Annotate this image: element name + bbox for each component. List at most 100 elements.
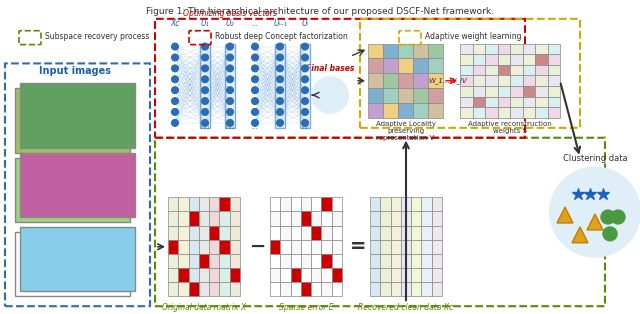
FancyBboxPatch shape (280, 268, 291, 282)
FancyBboxPatch shape (199, 282, 209, 296)
FancyBboxPatch shape (301, 282, 311, 296)
Text: Final bases: Final bases (306, 64, 354, 73)
Polygon shape (557, 207, 573, 223)
FancyBboxPatch shape (421, 240, 432, 254)
FancyBboxPatch shape (270, 211, 280, 225)
FancyBboxPatch shape (332, 211, 342, 225)
FancyBboxPatch shape (460, 107, 472, 118)
FancyBboxPatch shape (189, 211, 199, 225)
FancyBboxPatch shape (370, 197, 380, 211)
FancyBboxPatch shape (301, 254, 311, 268)
FancyBboxPatch shape (15, 88, 130, 153)
FancyBboxPatch shape (535, 107, 547, 118)
FancyBboxPatch shape (401, 240, 411, 254)
FancyBboxPatch shape (199, 268, 209, 282)
FancyBboxPatch shape (15, 232, 130, 296)
FancyBboxPatch shape (398, 88, 413, 103)
FancyBboxPatch shape (280, 282, 291, 296)
FancyBboxPatch shape (535, 44, 547, 54)
Circle shape (252, 65, 259, 72)
FancyBboxPatch shape (390, 211, 401, 225)
FancyBboxPatch shape (179, 225, 189, 240)
FancyBboxPatch shape (485, 86, 497, 97)
Circle shape (172, 87, 179, 94)
FancyBboxPatch shape (485, 75, 497, 86)
Circle shape (276, 109, 284, 116)
Circle shape (172, 98, 179, 105)
FancyBboxPatch shape (370, 268, 380, 282)
FancyBboxPatch shape (428, 44, 443, 58)
FancyBboxPatch shape (510, 107, 522, 118)
FancyBboxPatch shape (497, 44, 510, 54)
FancyBboxPatch shape (510, 54, 522, 65)
Circle shape (227, 119, 234, 126)
Circle shape (202, 98, 209, 105)
Circle shape (252, 87, 259, 94)
FancyBboxPatch shape (510, 75, 522, 86)
FancyBboxPatch shape (547, 97, 560, 107)
Text: −: − (250, 237, 266, 256)
FancyBboxPatch shape (291, 211, 301, 225)
FancyBboxPatch shape (472, 44, 485, 54)
FancyBboxPatch shape (311, 211, 321, 225)
Circle shape (276, 76, 284, 83)
FancyBboxPatch shape (370, 240, 380, 254)
Circle shape (202, 54, 209, 61)
Circle shape (252, 98, 259, 105)
Circle shape (202, 76, 209, 83)
FancyBboxPatch shape (421, 225, 432, 240)
FancyBboxPatch shape (179, 211, 189, 225)
FancyBboxPatch shape (20, 153, 135, 217)
Circle shape (227, 76, 234, 83)
FancyBboxPatch shape (411, 211, 421, 225)
FancyBboxPatch shape (189, 240, 199, 254)
FancyBboxPatch shape (311, 268, 321, 282)
Text: Wₗ: Wₗ (301, 122, 309, 131)
Text: Optimizing basis vectors: Optimizing basis vectors (183, 9, 277, 18)
FancyBboxPatch shape (460, 97, 472, 107)
FancyBboxPatch shape (220, 240, 230, 254)
FancyBboxPatch shape (380, 254, 390, 268)
FancyBboxPatch shape (200, 44, 210, 128)
FancyBboxPatch shape (421, 197, 432, 211)
FancyBboxPatch shape (432, 211, 442, 225)
FancyBboxPatch shape (413, 44, 428, 58)
FancyBboxPatch shape (280, 197, 291, 211)
FancyBboxPatch shape (209, 197, 220, 211)
Text: Original data matrix X: Original data matrix X (162, 303, 246, 312)
FancyBboxPatch shape (291, 240, 301, 254)
FancyBboxPatch shape (522, 86, 535, 97)
FancyBboxPatch shape (510, 97, 522, 107)
FancyBboxPatch shape (311, 254, 321, 268)
FancyBboxPatch shape (179, 240, 189, 254)
Text: Xc: Xc (170, 19, 180, 28)
FancyBboxPatch shape (321, 282, 332, 296)
FancyBboxPatch shape (432, 197, 442, 211)
FancyBboxPatch shape (199, 225, 209, 240)
FancyBboxPatch shape (270, 197, 280, 211)
FancyBboxPatch shape (421, 268, 432, 282)
Text: U₂: U₂ (226, 19, 234, 28)
FancyBboxPatch shape (522, 107, 535, 118)
FancyBboxPatch shape (301, 268, 311, 282)
FancyBboxPatch shape (380, 211, 390, 225)
FancyBboxPatch shape (485, 44, 497, 54)
FancyBboxPatch shape (168, 211, 179, 225)
Circle shape (227, 54, 234, 61)
Circle shape (202, 109, 209, 116)
FancyBboxPatch shape (332, 240, 342, 254)
FancyBboxPatch shape (189, 225, 199, 240)
Text: Adaptive Locality
preserving
representation V: Adaptive Locality preserving representat… (376, 121, 435, 141)
FancyBboxPatch shape (428, 103, 443, 118)
FancyBboxPatch shape (209, 240, 220, 254)
Circle shape (202, 119, 209, 126)
FancyBboxPatch shape (547, 44, 560, 54)
FancyBboxPatch shape (209, 268, 220, 282)
FancyBboxPatch shape (510, 86, 522, 97)
FancyBboxPatch shape (332, 268, 342, 282)
Circle shape (227, 43, 234, 50)
FancyBboxPatch shape (220, 211, 230, 225)
Circle shape (202, 43, 209, 50)
Text: W₂: W₂ (225, 122, 236, 131)
Circle shape (312, 77, 348, 113)
